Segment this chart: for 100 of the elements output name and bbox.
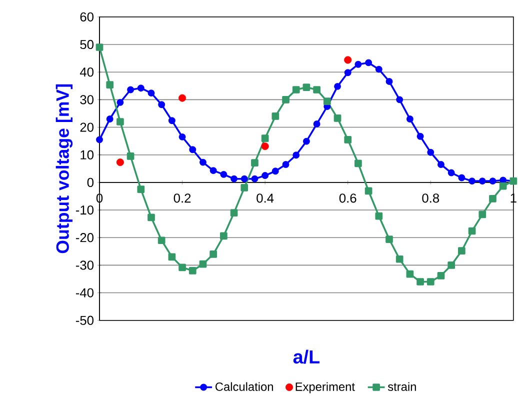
point: [116, 158, 124, 166]
point: [210, 250, 218, 258]
y-axis-title: Output voltage [mV]: [56, 84, 73, 254]
point: [375, 66, 382, 73]
point: [137, 84, 144, 92]
point: [458, 247, 466, 255]
point: [251, 175, 258, 182]
point: [261, 142, 269, 150]
point: [240, 184, 248, 192]
y-tick-label: 0: [87, 178, 94, 188]
point: [323, 98, 331, 106]
point: [262, 172, 269, 180]
point: [458, 174, 466, 182]
y-tick-label: -10: [76, 205, 94, 215]
y-tick-label: 20: [80, 122, 94, 132]
point: [334, 114, 342, 122]
point: [230, 209, 238, 216]
point: [478, 210, 486, 218]
point: [489, 178, 496, 185]
point: [178, 133, 186, 140]
point: [386, 78, 393, 85]
point: [302, 84, 310, 91]
x-tick-label: 0.4: [256, 194, 274, 203]
point: [188, 267, 196, 274]
point: [282, 96, 290, 104]
point: [438, 161, 444, 168]
point: [437, 272, 445, 280]
point: [178, 94, 186, 102]
point: [499, 182, 507, 190]
point: [302, 138, 310, 145]
point: [148, 214, 155, 222]
legend-label: Experiment: [296, 382, 355, 394]
point: [292, 86, 300, 94]
y-tick-label: -50: [76, 316, 94, 325]
point: [210, 167, 217, 174]
point: [220, 232, 228, 240]
point: [364, 187, 372, 195]
point: [334, 82, 341, 90]
x-tick-label: 0.6: [339, 194, 356, 203]
point: [344, 56, 352, 64]
point: [272, 112, 280, 120]
point: [386, 236, 393, 243]
y-tick-label: -20: [76, 233, 94, 242]
y-tick-label: 10: [80, 150, 94, 160]
point: [116, 98, 124, 106]
point: [96, 136, 103, 144]
x-tick-label: 0.8: [422, 194, 440, 203]
point: [168, 117, 176, 124]
point: [126, 152, 134, 160]
y-tick-label: -30: [76, 260, 94, 270]
point: [427, 148, 434, 156]
point: [406, 270, 414, 278]
point: [375, 212, 383, 220]
point: [261, 134, 269, 142]
point: [96, 44, 104, 51]
point: [426, 278, 434, 286]
point: [230, 175, 238, 182]
y-tick-label: -40: [76, 288, 94, 298]
legend-label: strain: [388, 382, 416, 391]
point: [106, 116, 114, 122]
point: [282, 161, 290, 168]
point: [168, 253, 176, 261]
point: [406, 116, 414, 122]
point: [396, 96, 404, 104]
x-tick-label: 0.2: [174, 194, 191, 203]
point: [137, 186, 145, 194]
point: [178, 264, 186, 272]
point: [148, 90, 155, 97]
point: [158, 101, 166, 108]
point: [354, 60, 362, 68]
y-tick-label: 30: [80, 95, 94, 104]
legend-label: Calculation: [216, 382, 273, 391]
point: [478, 178, 486, 185]
point: [240, 175, 248, 182]
point: [251, 159, 258, 167]
point: [220, 170, 228, 178]
y-tick-label: 40: [80, 68, 94, 77]
point: [365, 59, 372, 66]
point: [106, 81, 114, 88]
point: [396, 255, 404, 263]
point: [344, 136, 352, 144]
point: [272, 168, 279, 175]
point: [127, 86, 134, 94]
point: [448, 262, 456, 269]
point: [199, 260, 207, 268]
point: [468, 227, 476, 235]
x-axis-title: a/L: [293, 350, 320, 364]
point: [313, 86, 320, 94]
point: [468, 178, 476, 185]
point: [313, 120, 320, 128]
point: [416, 132, 424, 140]
point: [292, 152, 300, 159]
point: [200, 158, 206, 166]
y-tick-label: 50: [80, 40, 94, 50]
y-tick-label: 60: [80, 12, 94, 22]
point: [158, 236, 166, 244]
point: [416, 278, 424, 286]
point: [116, 118, 124, 126]
point: [448, 169, 455, 176]
point: [344, 69, 352, 76]
